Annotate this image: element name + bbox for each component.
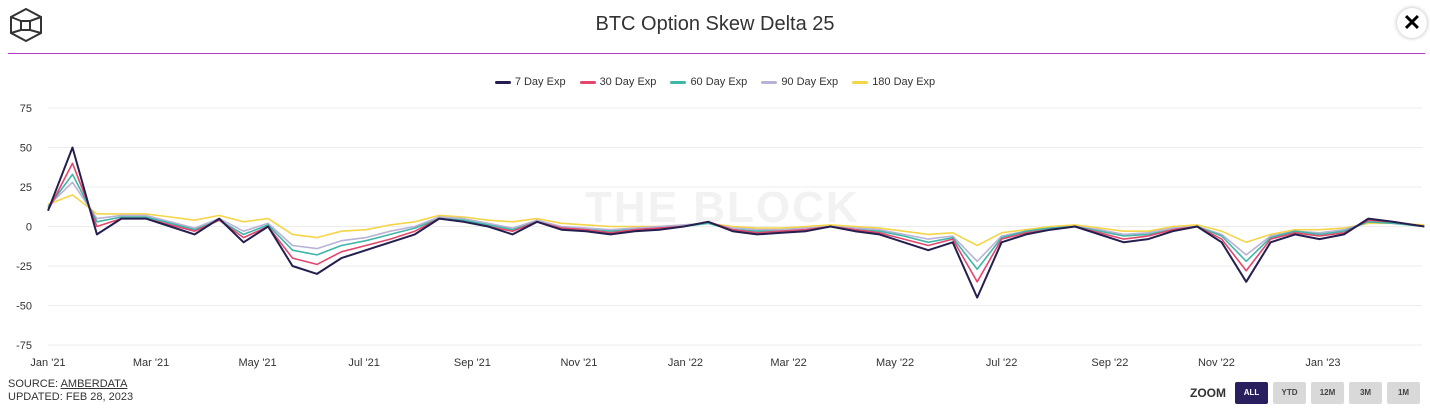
x-tick-label: May '21 [238,357,276,369]
x-tick-label: Jan '21 [30,357,65,369]
y-tick-label: -50 [16,301,32,313]
chart-title: BTC Option Skew Delta 25 [595,13,835,35]
x-tick-label: Jul '21 [348,357,379,369]
chart-legend: 7 Day Exp 30 Day Exp 60 Day Exp 90 Day Exp 1… [0,76,1430,88]
zoom-ytd-button[interactable]: YTD [1273,382,1306,404]
y-tick-label: -25 [16,261,32,273]
x-tick-label: Mar '22 [770,357,806,369]
y-tick-label: 0 [26,222,32,234]
legend-label: 180 Day Exp [872,76,936,88]
updated-date: UPDATED: FEB 28, 2023 [8,391,134,403]
series-line-90-day-exp [47,181,1425,263]
legend-swatch [852,80,869,84]
series-line-7-day-exp [47,146,1425,299]
series-line-180-day-exp [47,194,1425,247]
legend-label: 60 Day Exp [690,76,748,88]
the-block-logo-icon [8,7,44,48]
y-tick-label: -75 [16,340,32,352]
legend-label: 30 Day Exp [599,76,657,88]
y-tick-label: 75 [20,103,32,115]
x-tick-label: Mar '21 [133,357,169,369]
legend-item[interactable]: 180 Day Exp [852,76,935,88]
zoom-1m-button[interactable]: 1M [1387,382,1420,404]
x-tick-label: Nov '22 [1198,357,1235,369]
y-tick-label: 25 [20,182,32,194]
x-tick-label: Sep '21 [454,357,491,369]
legend-label: 90 Day Exp [781,76,839,88]
legend-swatch [670,80,687,84]
x-tick-label: Jan '22 [668,357,703,369]
series-line-30-day-exp [47,162,1425,283]
zoom-label: ZOOM [1190,386,1226,400]
close-icon[interactable]: ✕ [1397,8,1427,38]
source-prefix: SOURCE: [8,378,61,390]
legend-swatch [579,80,596,84]
series-line-60-day-exp [47,173,1425,271]
y-tick-label: 50 [20,143,32,155]
source-link[interactable]: AMBERDATA [60,378,128,390]
zoom-all-button[interactable]: ALL [1235,382,1268,404]
watermark: THE BLOCK [585,183,860,232]
x-tick-label: Nov '21 [560,357,597,369]
legend-item[interactable]: 7 Day Exp [494,76,566,88]
x-tick-label: Jan '23 [1305,357,1340,369]
source-info: SOURCE: AMBERDATA UPDATED: FEB 28, 2023 [8,378,133,404]
x-tick-label: Sep '22 [1091,357,1128,369]
legend-item[interactable]: 30 Day Exp [579,76,657,88]
legend-swatch [761,80,778,84]
zoom-12m-button[interactable]: 12M [1311,382,1344,404]
header-divider [8,53,1425,54]
x-tick-label: May '22 [876,357,914,369]
legend-item[interactable]: 90 Day Exp [761,76,838,88]
legend-swatch [494,80,511,84]
legend-item[interactable]: 60 Day Exp [670,76,747,88]
x-tick-label: Jul '22 [986,357,1017,369]
legend-label: 7 Day Exp [514,76,566,88]
zoom-controls: ZOOM ALL YTD 12M 3M 1M [1190,382,1420,404]
zoom-3m-button[interactable]: 3M [1349,382,1382,404]
